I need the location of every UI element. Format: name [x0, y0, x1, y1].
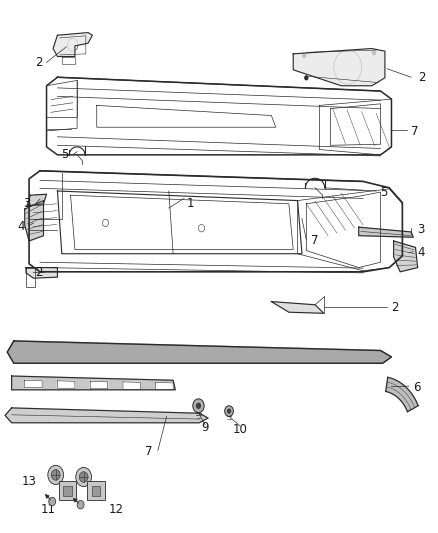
Text: 2: 2: [35, 266, 42, 279]
Text: 7: 7: [311, 235, 318, 247]
Polygon shape: [123, 382, 141, 389]
Polygon shape: [5, 408, 208, 423]
Polygon shape: [26, 268, 57, 278]
Polygon shape: [272, 302, 324, 313]
Text: 3: 3: [418, 223, 425, 236]
Circle shape: [196, 402, 201, 409]
Text: 5: 5: [381, 185, 388, 199]
Circle shape: [79, 472, 88, 482]
FancyBboxPatch shape: [92, 486, 100, 496]
Text: 2: 2: [418, 71, 425, 84]
Polygon shape: [27, 194, 46, 206]
Circle shape: [302, 53, 306, 58]
Polygon shape: [57, 381, 75, 388]
Circle shape: [49, 497, 56, 506]
Polygon shape: [12, 376, 175, 390]
Text: 7: 7: [411, 125, 419, 138]
Text: 11: 11: [40, 504, 55, 516]
Text: 9: 9: [201, 421, 209, 434]
Text: 3: 3: [23, 197, 30, 211]
Circle shape: [48, 465, 64, 484]
Polygon shape: [293, 49, 385, 86]
Circle shape: [77, 500, 84, 509]
Text: 2: 2: [392, 302, 399, 314]
FancyBboxPatch shape: [63, 486, 72, 496]
Circle shape: [51, 470, 60, 480]
Circle shape: [76, 467, 92, 487]
Polygon shape: [53, 33, 92, 56]
Text: 13: 13: [22, 475, 37, 488]
Text: 2: 2: [35, 56, 42, 69]
Polygon shape: [394, 241, 418, 272]
Text: 1: 1: [187, 197, 194, 211]
Polygon shape: [90, 381, 108, 389]
Polygon shape: [386, 377, 418, 412]
Polygon shape: [25, 380, 42, 387]
Circle shape: [372, 50, 376, 55]
Polygon shape: [25, 200, 43, 241]
Text: 6: 6: [413, 381, 421, 394]
Text: 7: 7: [145, 445, 152, 458]
Text: 5: 5: [61, 148, 68, 161]
Circle shape: [227, 408, 231, 414]
Circle shape: [193, 399, 204, 413]
Text: 12: 12: [109, 504, 124, 516]
FancyBboxPatch shape: [59, 481, 76, 500]
Circle shape: [304, 75, 308, 80]
Text: 10: 10: [233, 423, 247, 436]
Text: 4: 4: [418, 246, 425, 259]
Circle shape: [225, 406, 233, 416]
Text: 4: 4: [17, 220, 25, 233]
Polygon shape: [155, 382, 173, 390]
Polygon shape: [7, 341, 392, 364]
Polygon shape: [359, 227, 413, 237]
FancyBboxPatch shape: [87, 481, 105, 500]
